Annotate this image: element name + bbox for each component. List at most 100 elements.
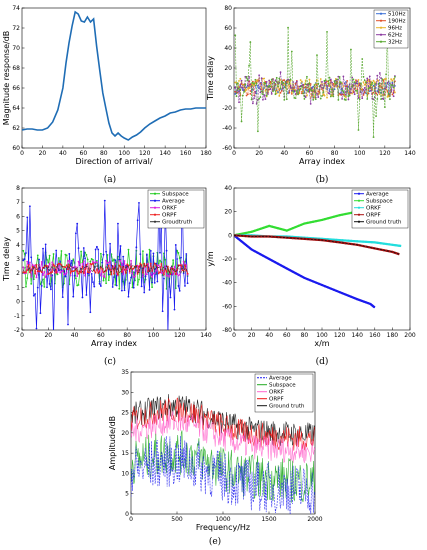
series-marker <box>22 249 25 252</box>
series-marker <box>78 263 81 266</box>
series-marker <box>53 337 55 339</box>
series-marker <box>152 252 155 255</box>
series-marker <box>246 93 249 96</box>
series-marker <box>30 282 33 285</box>
series-line-average <box>131 435 315 514</box>
y-tick-label: 15 <box>121 450 129 457</box>
series-marker <box>373 241 376 244</box>
series-marker <box>362 81 365 84</box>
legend-entry: 96Hz <box>388 26 402 32</box>
legend-entry: ORPF <box>366 213 381 219</box>
series-marker <box>43 266 46 268</box>
series-marker <box>300 275 303 278</box>
series-marker <box>392 86 395 89</box>
series-marker <box>130 276 132 279</box>
series-marker <box>302 92 305 95</box>
series-marker <box>356 298 359 301</box>
series-marker <box>362 300 365 303</box>
series-marker <box>174 287 177 290</box>
series-marker <box>117 273 119 276</box>
series-marker <box>339 81 342 84</box>
series-marker <box>236 82 239 85</box>
series-marker <box>140 285 143 288</box>
x-axis-label: Direction of arrival/ <box>75 157 152 166</box>
series-marker <box>74 232 77 235</box>
series-marker <box>299 79 302 81</box>
series-marker <box>319 78 322 80</box>
series-marker <box>180 264 182 267</box>
series-marker <box>47 273 50 276</box>
series-marker <box>123 268 126 271</box>
legend-entry: Average <box>366 192 389 198</box>
series-marker <box>268 257 271 261</box>
series-marker <box>109 260 111 263</box>
series-marker <box>157 272 160 275</box>
series-marker <box>67 268 69 271</box>
series-marker <box>353 81 356 84</box>
panel-c: 0 20 40 60 80 100 120 140 -2 -1 0 1 2 3 4 5 6 7 8 Array ind… <box>2 185 212 367</box>
series-marker <box>157 264 160 267</box>
series-marker <box>326 239 329 242</box>
series-marker <box>43 271 46 273</box>
y-axis-label: Time delay <box>206 56 215 101</box>
series-marker <box>282 265 285 268</box>
series-marker <box>381 78 384 81</box>
legend-marker <box>357 199 361 202</box>
series-marker <box>44 276 47 279</box>
series-marker <box>145 273 148 276</box>
series-marker <box>335 289 338 293</box>
y-tick-label: 1 <box>16 284 20 291</box>
series-marker <box>388 250 391 253</box>
series-marker <box>94 261 97 264</box>
series-marker <box>169 296 172 299</box>
series-marker <box>22 271 25 274</box>
series-marker <box>289 85 292 88</box>
series-marker <box>127 264 130 267</box>
series-marker <box>367 302 370 305</box>
series-marker <box>109 242 111 245</box>
series-marker <box>147 262 150 265</box>
series-marker <box>57 257 60 259</box>
series-marker <box>250 248 253 251</box>
series-marker <box>170 267 173 270</box>
series-marker <box>89 311 92 314</box>
series-marker <box>385 242 388 246</box>
series-marker <box>356 80 359 83</box>
series-marker <box>372 79 375 82</box>
series-marker <box>65 271 68 274</box>
series-marker <box>350 295 353 298</box>
y-tick-label: 74 <box>12 5 20 12</box>
panel-e: 0 500 1000 1500 2000 0 5 10 15 20 25 30 35 Frequency/… <box>108 369 323 547</box>
series-line-Groudtruth <box>22 263 188 274</box>
series-marker <box>269 88 272 90</box>
series-marker <box>25 271 27 274</box>
series-marker <box>119 265 122 268</box>
series-marker <box>106 263 109 266</box>
series-marker <box>74 277 77 280</box>
x-tick-label: 60 <box>97 332 105 339</box>
series-marker <box>28 205 31 208</box>
series-marker <box>287 26 289 29</box>
series-marker <box>44 243 47 246</box>
series-marker <box>367 87 370 90</box>
series-marker <box>323 218 327 221</box>
series-marker <box>277 85 279 88</box>
series-group <box>22 197 189 339</box>
series-marker <box>35 327 38 330</box>
series-marker <box>285 98 288 101</box>
series-marker <box>185 253 188 255</box>
series-marker <box>180 256 182 259</box>
legend-entry: Average <box>162 199 185 205</box>
series-marker <box>68 264 71 266</box>
series-marker <box>245 94 248 97</box>
x-tick-label: 200 <box>404 332 416 339</box>
series-marker <box>23 258 26 260</box>
series-marker <box>77 247 80 250</box>
legend-entry: ORKF <box>366 206 381 212</box>
y-tick-label: -80 <box>222 327 232 334</box>
series-marker <box>164 265 167 268</box>
series-marker <box>253 229 256 232</box>
y-tick-label: 5 <box>16 228 20 235</box>
series-marker <box>367 246 371 249</box>
